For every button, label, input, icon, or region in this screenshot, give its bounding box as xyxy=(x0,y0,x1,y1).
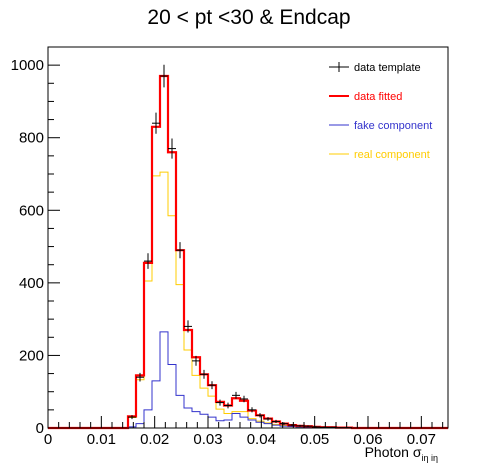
data-template-point xyxy=(152,112,160,134)
x-tick-label: 0.05 xyxy=(300,431,329,448)
data-template-point xyxy=(264,417,272,421)
data-template-point xyxy=(224,402,232,409)
data-template-point xyxy=(256,413,264,418)
y-tick-label: 1000 xyxy=(11,57,44,74)
x-axis-label-main: Photon σ xyxy=(365,444,422,460)
legend-label: data template xyxy=(354,62,421,74)
data-template-point xyxy=(232,391,240,399)
y-tick-label: 0 xyxy=(36,420,44,437)
x-tick-label: 0.01 xyxy=(87,431,116,448)
x-tick-label: 0 xyxy=(44,431,52,448)
legend-label: data fitted xyxy=(354,91,402,103)
data-template-point xyxy=(168,138,176,159)
legend-item-data-template: data template xyxy=(329,62,421,74)
data-template-point xyxy=(160,64,168,88)
real-component-line xyxy=(48,171,448,429)
x-axis-label-subscript: iη iη xyxy=(421,453,438,463)
x-axis-label: Photon σiη iη xyxy=(365,444,438,463)
legend-label: fake component xyxy=(354,120,432,132)
data-template-point xyxy=(288,424,296,427)
x-tick-label: 0.07 xyxy=(407,431,436,448)
legend-item-fake-component: fake component xyxy=(329,120,432,132)
data-template-point xyxy=(208,381,216,390)
data-template-point xyxy=(200,369,208,379)
data-template-point xyxy=(216,399,224,406)
data-template-point xyxy=(312,426,320,428)
data-template-point xyxy=(272,419,280,424)
data-template-point xyxy=(304,425,312,427)
data-template-point xyxy=(280,422,288,425)
data-template-point xyxy=(296,424,304,427)
data-template-point xyxy=(184,320,192,333)
data-template-point xyxy=(136,372,144,382)
x-tick-label: 0.02 xyxy=(140,431,169,448)
legend: data template data fitted fake component re… xyxy=(329,62,432,161)
data-template-point xyxy=(128,415,136,420)
plot-frame xyxy=(47,46,449,429)
x-tick-label: 0.06 xyxy=(353,431,382,448)
y-tick-label: 600 xyxy=(19,202,44,219)
data-template-point xyxy=(248,407,256,413)
legend-item-data-fitted: data fitted xyxy=(329,91,402,103)
data-template-point xyxy=(144,253,152,269)
legend-item-real-component: real component xyxy=(329,149,430,161)
data-template-point xyxy=(176,242,184,259)
y-tick-label: 400 xyxy=(19,275,44,292)
legend-label: real component xyxy=(354,149,430,161)
data-template-point xyxy=(240,395,248,403)
chart-title: 20 < pt <30 & Endcap xyxy=(147,6,350,29)
axes: 0 0.01 0.02 0.03 0.04 0.05 0.06 0.07 0 200 400 600 8… xyxy=(11,57,444,448)
y-tick-label: 800 xyxy=(19,130,44,147)
data-template-point xyxy=(192,355,200,366)
y-tick-label: 200 xyxy=(19,347,44,364)
x-tick-label: 0.03 xyxy=(193,431,222,448)
x-tick-label: 0.04 xyxy=(247,431,276,448)
